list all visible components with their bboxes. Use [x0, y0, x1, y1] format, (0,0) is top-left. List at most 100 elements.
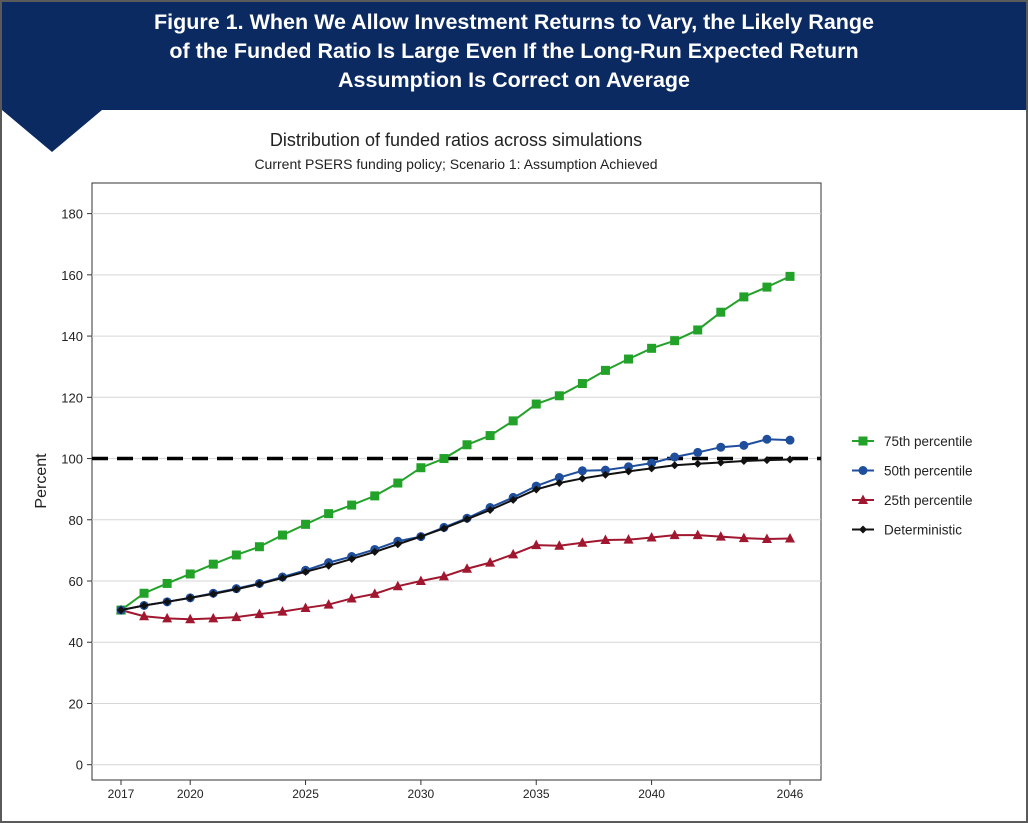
point-75th-percentile-2030 [416, 463, 426, 473]
point-deterministic-2046 [786, 455, 794, 464]
point-75th-percentile-2025 [301, 519, 311, 529]
point-75th-percentile-2019 [162, 578, 172, 588]
point-deterministic-2030 [416, 532, 425, 541]
point-75th-percentile-2044 [739, 292, 749, 302]
point-deterministic-2020 [186, 593, 195, 602]
point-75th-percentile-2040 [647, 343, 657, 353]
point-deterministic-2027 [347, 554, 356, 563]
point-deterministic-2035 [532, 485, 541, 494]
y-tick-label-120: 120 [61, 390, 83, 405]
point-75th-percentile-2043 [716, 307, 726, 317]
point-deterministic-2032 [463, 515, 472, 524]
point-deterministic-2017 [117, 606, 125, 615]
point-deterministic-2034 [509, 495, 518, 504]
point-deterministic-2043 [716, 458, 725, 467]
series-line-25th-percentile [120, 534, 791, 621]
point-25th-percentile-2019 [162, 612, 173, 623]
point-25th-percentile-2040 [646, 532, 657, 542]
point-50th-percentile-2043 [716, 442, 726, 452]
point-25th-percentile-2038 [600, 534, 611, 544]
point-25th-percentile-2043 [715, 531, 726, 541]
point-25th-percentile-2041 [669, 529, 680, 540]
x-axis-ticks: 2017 2020 2025 2030 2035 2040 2046 [108, 780, 804, 801]
point-25th-percentile-2026 [323, 599, 334, 609]
figure-title-line-1: Figure 1. When We Allow Investment Retur… [154, 10, 874, 34]
legend-marker-75th-percentile [858, 436, 868, 446]
point-deterministic-2041 [670, 461, 679, 470]
y-tick-label-60: 60 [69, 574, 83, 589]
point-75th-percentile-2029 [393, 478, 403, 488]
point-25th-percentile-2020 [185, 613, 196, 624]
legend-marker-25th-percentile [858, 494, 868, 504]
point-75th-percentile-2026 [324, 509, 334, 519]
point-25th-percentile-2018 [139, 610, 150, 621]
point-25th-percentile-2024 [277, 606, 288, 616]
point-25th-percentile-2037 [577, 537, 588, 547]
gridlines [92, 213, 821, 766]
point-50th-percentile-2046 [785, 435, 795, 445]
point-25th-percentile-2039 [623, 534, 634, 544]
point-deterministic-2026 [324, 561, 333, 570]
point-75th-percentile-2042 [693, 325, 703, 335]
chart-title: Distribution of funded ratios across sim… [270, 130, 642, 150]
figure-title-line-3: Assumption Is Correct on Average [337, 68, 691, 92]
series-line-deterministic [120, 458, 791, 612]
point-50th-percentile-2040 [647, 458, 657, 468]
point-deterministic-2045 [762, 456, 771, 465]
point-deterministic-2042 [693, 459, 702, 468]
series-75th-percentile [116, 271, 795, 615]
y-axis-label: Percent [33, 453, 50, 509]
point-75th-percentile-2018 [139, 588, 149, 598]
point-deterministic-2025 [301, 567, 310, 576]
point-75th-percentile-2039 [624, 354, 634, 364]
point-75th-percentile-2045 [762, 282, 772, 292]
series-25th-percentile [116, 529, 795, 624]
legend-label-deterministic: Deterministic [884, 523, 962, 538]
series-line-75th-percentile [120, 275, 791, 611]
point-75th-percentile-2023 [254, 542, 264, 552]
y-tick-label-100: 100 [61, 452, 83, 467]
legend-label-50th-percentile: 50th percentile [884, 464, 973, 479]
point-50th-percentile-2039 [624, 462, 634, 472]
x-tick-label-2035: 2035 [523, 787, 550, 801]
point-deterministic-2023 [255, 580, 264, 589]
y-tick-label-0: 0 [76, 758, 83, 773]
point-50th-percentile-2044 [739, 440, 749, 450]
point-25th-percentile-2032 [462, 563, 473, 573]
point-50th-percentile-2038 [600, 465, 610, 475]
x-tick-label-2017: 2017 [108, 787, 135, 801]
point-50th-percentile-2042 [693, 447, 703, 457]
point-75th-percentile-2022 [231, 550, 241, 560]
point-25th-percentile-2030 [415, 575, 426, 585]
point-25th-percentile-2034 [508, 548, 519, 559]
point-deterministic-2031 [439, 524, 448, 533]
point-deterministic-2038 [601, 470, 610, 479]
x-tick-label-2046: 2046 [777, 787, 804, 801]
point-75th-percentile-2020 [185, 569, 195, 579]
x-tick-label-2030: 2030 [408, 787, 435, 801]
point-25th-percentile-2028 [369, 588, 380, 598]
point-50th-percentile-2037 [577, 466, 587, 476]
y-tick-label-40: 40 [69, 635, 83, 650]
point-75th-percentile-2036 [554, 391, 564, 401]
point-deterministic-2019 [163, 597, 172, 606]
y-tick-label-140: 140 [61, 329, 83, 344]
y-tick-label-20: 20 [69, 696, 83, 711]
point-25th-percentile-2023 [254, 608, 265, 619]
legend-label-75th-percentile: 75th percentile [884, 434, 973, 449]
figure-title-line-2: of the Funded Ratio Is Large Even If the… [169, 39, 859, 63]
y-tick-label-80: 80 [69, 513, 83, 528]
point-25th-percentile-2025 [300, 602, 311, 612]
y-tick-label-160: 160 [61, 268, 83, 283]
point-deterministic-2018 [140, 601, 149, 610]
point-75th-percentile-2027 [347, 500, 357, 510]
legend: 75th percentile 50th percentile 25th perce… [852, 434, 973, 538]
point-25th-percentile-2042 [692, 529, 703, 540]
point-75th-percentile-2034 [508, 416, 518, 426]
y-tick-label-180: 180 [61, 207, 83, 222]
point-75th-percentile-2032 [462, 440, 472, 450]
point-75th-percentile-2031 [439, 454, 449, 464]
x-tick-label-2040: 2040 [638, 787, 665, 801]
